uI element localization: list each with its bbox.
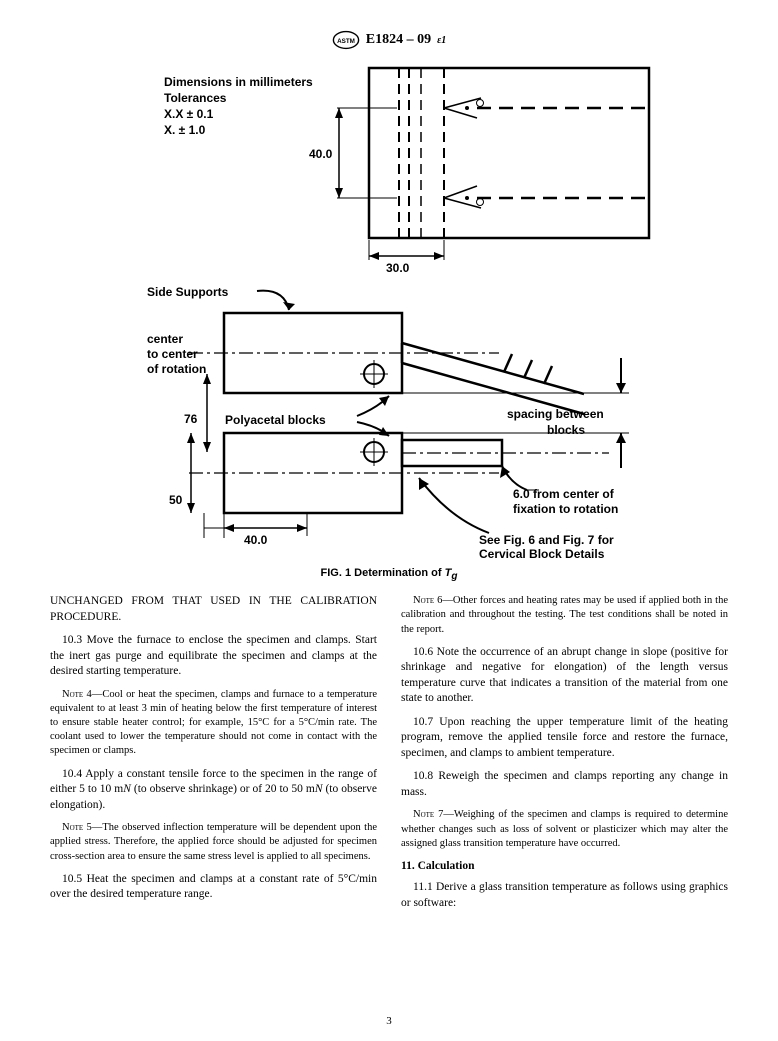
figure-diagram: 40.0 30.0 Dimensions in millimeters Tole… (109, 58, 669, 558)
dim-40-top: 40.0 (309, 147, 333, 161)
fixation2: fixation to rotation (513, 502, 618, 516)
dim-title2: Tolerances (164, 91, 227, 105)
dim-50: 50 (169, 493, 183, 507)
note-6: Note 6—Other forces and heating rates ma… (401, 594, 728, 637)
see-fig1: See Fig. 6 and Fig. 7 for (479, 533, 614, 547)
tol1: X.X ± 0.1 (164, 107, 214, 121)
figure-caption: FIG. 1 Determination of Tg (109, 567, 669, 582)
para-10-8: 10.8 Reweigh the specimen and clamps rep… (401, 769, 728, 800)
tol2: X. ± 1.0 (164, 123, 206, 137)
fig-caption-sub: g (451, 571, 457, 582)
dim-40-bottom: 40.0 (244, 533, 268, 547)
spacing2: blocks (547, 423, 585, 437)
dim-30: 30.0 (386, 261, 410, 275)
polyacetal-label: Polyacetal blocks (225, 413, 326, 427)
para-10-5: 10.5 Heat the specimen and clamps at a c… (50, 872, 377, 903)
document-header: ASTM E1824 – 09 ɛ1 (50, 30, 728, 50)
designation: E1824 – 09 (366, 32, 431, 48)
para-10-3: 10.3 Move the furnace to enclose the spe… (50, 633, 377, 680)
para-10-7: 10.7 Upon reaching the upper temperature… (401, 715, 728, 762)
note-7: Note 7—Weighing of the specimen and clam… (401, 808, 728, 851)
center-rot3: of rotation (147, 362, 206, 376)
para-10-4: 10.4 Apply a constant tensile force to t… (50, 767, 377, 814)
fixation1: 6.0 from center of (513, 487, 615, 501)
svg-text:ASTM: ASTM (337, 38, 355, 45)
dim-title1: Dimensions in millimeters (164, 75, 313, 89)
note-5: Note 5—The observed inflection temperatu… (50, 821, 377, 864)
see-fig2: Cervical Block Details (479, 547, 605, 558)
page-number: 3 (386, 1015, 392, 1027)
para-unchanged: UNCHANGED FROM THAT USED IN THE CALIBRAT… (50, 594, 377, 625)
side-supports-label: Side Supports (147, 285, 229, 299)
left-column: UNCHANGED FROM THAT USED IN THE CALIBRAT… (50, 594, 377, 919)
spacing1: spacing between (507, 407, 604, 421)
section-11-head: 11. Calculation (401, 859, 728, 875)
para-10-6: 10.6 Note the occurrence of an abrupt ch… (401, 645, 728, 707)
para-11-1: 11.1 Derive a glass transition temperatu… (401, 880, 728, 911)
figure-1: 40.0 30.0 Dimensions in millimeters Tole… (109, 58, 669, 582)
center-rot2: to center (147, 347, 198, 361)
center-rot1: center (147, 332, 183, 346)
designation-suffix: ɛ1 (437, 35, 446, 46)
right-column: Note 6—Other forces and heating rates ma… (401, 594, 728, 919)
text-columns: UNCHANGED FROM THAT USED IN THE CALIBRAT… (50, 594, 728, 919)
dim-76: 76 (184, 412, 198, 426)
astm-logo-icon: ASTM (332, 30, 360, 50)
fig-caption-text: FIG. 1 Determination of (321, 567, 445, 579)
note-4: Note 4—Cool or heat the specimen, clamps… (50, 688, 377, 759)
